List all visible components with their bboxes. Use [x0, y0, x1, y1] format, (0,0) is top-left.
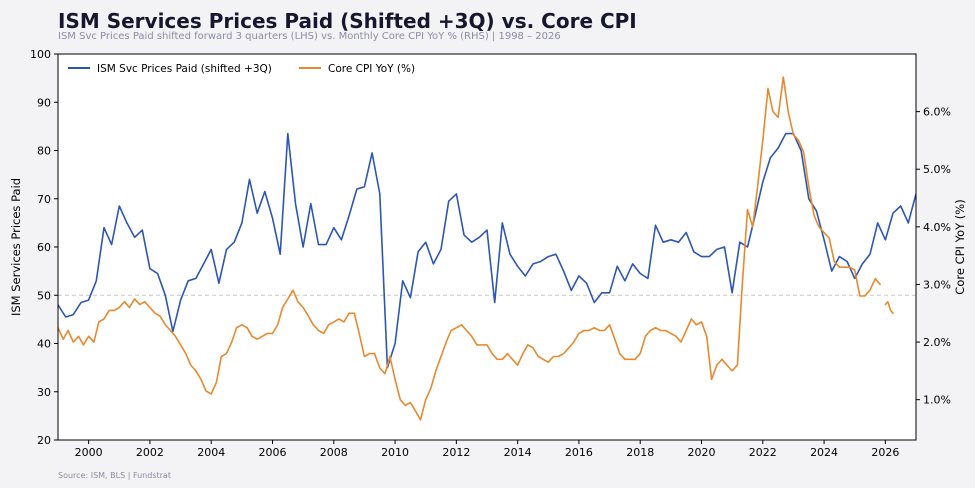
x-tick-label: 2022: [749, 446, 777, 459]
y-right-tick-label: 6.0%: [923, 106, 951, 119]
x-tick-label: 2008: [320, 446, 348, 459]
x-tick-label: 2004: [197, 446, 225, 459]
x-tick-label: 2000: [75, 446, 103, 459]
y-right-tick-label: 1.0%: [923, 394, 951, 407]
y-left-tick-label: 100: [30, 48, 51, 61]
y-right-tick-label: 2.0%: [923, 336, 951, 349]
y-left-tick-label: 40: [37, 338, 51, 351]
legend: ISM Svc Prices Paid (shifted +3Q) Core CP…: [68, 63, 415, 75]
x-tick-label: 2010: [381, 446, 409, 459]
y-axis-left: 20 30 40 50 60 70 80 90 100 ISM Services Prices P…: [9, 48, 58, 447]
y-left-tick-label: 30: [37, 386, 51, 399]
legend-entry-core-cpi: Core CPI YoY (%): [299, 63, 415, 75]
plot-area: [58, 54, 916, 440]
y-left-tick-label: 90: [37, 96, 51, 109]
series-line-core-cpi: [58, 76, 894, 421]
y-right-tick-label: 4.0%: [923, 221, 951, 234]
source-note: Source: ISM, BLS | Fundstrat: [58, 471, 171, 480]
series-line-ism: [58, 132, 916, 369]
y-right-tick-label: 5.0%: [923, 163, 951, 176]
x-axis: 2000 2002 2004 2006 2008 2010 2012 2014 2016 2018…: [75, 440, 899, 459]
chart-title: ISM Services Prices Paid (Shifted +3Q) v…: [58, 9, 637, 33]
y-left-tick-label: 20: [37, 434, 51, 447]
x-tick-label: 2024: [810, 446, 838, 459]
x-tick-label: 2018: [626, 446, 654, 459]
y-right-tick-label: 3.0%: [923, 278, 951, 291]
legend-entry-ism: ISM Svc Prices Paid (shifted +3Q): [68, 63, 272, 75]
y-left-tick-label: 50: [37, 289, 51, 302]
y-left-tick-label: 80: [37, 145, 51, 158]
x-tick-label: 2012: [442, 446, 470, 459]
y-left-axis-label: ISM Services Prices Paid: [9, 178, 23, 316]
x-tick-label: 2016: [565, 446, 593, 459]
x-tick-label: 2002: [136, 446, 164, 459]
y-left-tick-label: 60: [37, 241, 51, 254]
chart-subtitle: ISM Svc Prices Paid shifted forward 3 qu…: [58, 31, 561, 42]
x-tick-label: 2006: [259, 446, 287, 459]
y-left-tick-label: 70: [37, 193, 51, 206]
x-tick-label: 2026: [871, 446, 899, 459]
legend-label: Core CPI YoY (%): [328, 63, 415, 75]
x-tick-label: 2014: [504, 446, 532, 459]
y-axis-right: 1.0% 2.0% 3.0% 4.0% 5.0% 6.0% Core CPI YoY (%): [916, 106, 967, 407]
legend-label: ISM Svc Prices Paid (shifted +3Q): [97, 63, 272, 75]
y-right-axis-label: Core CPI YoY (%): [953, 199, 967, 294]
x-tick-label: 2020: [688, 446, 716, 459]
